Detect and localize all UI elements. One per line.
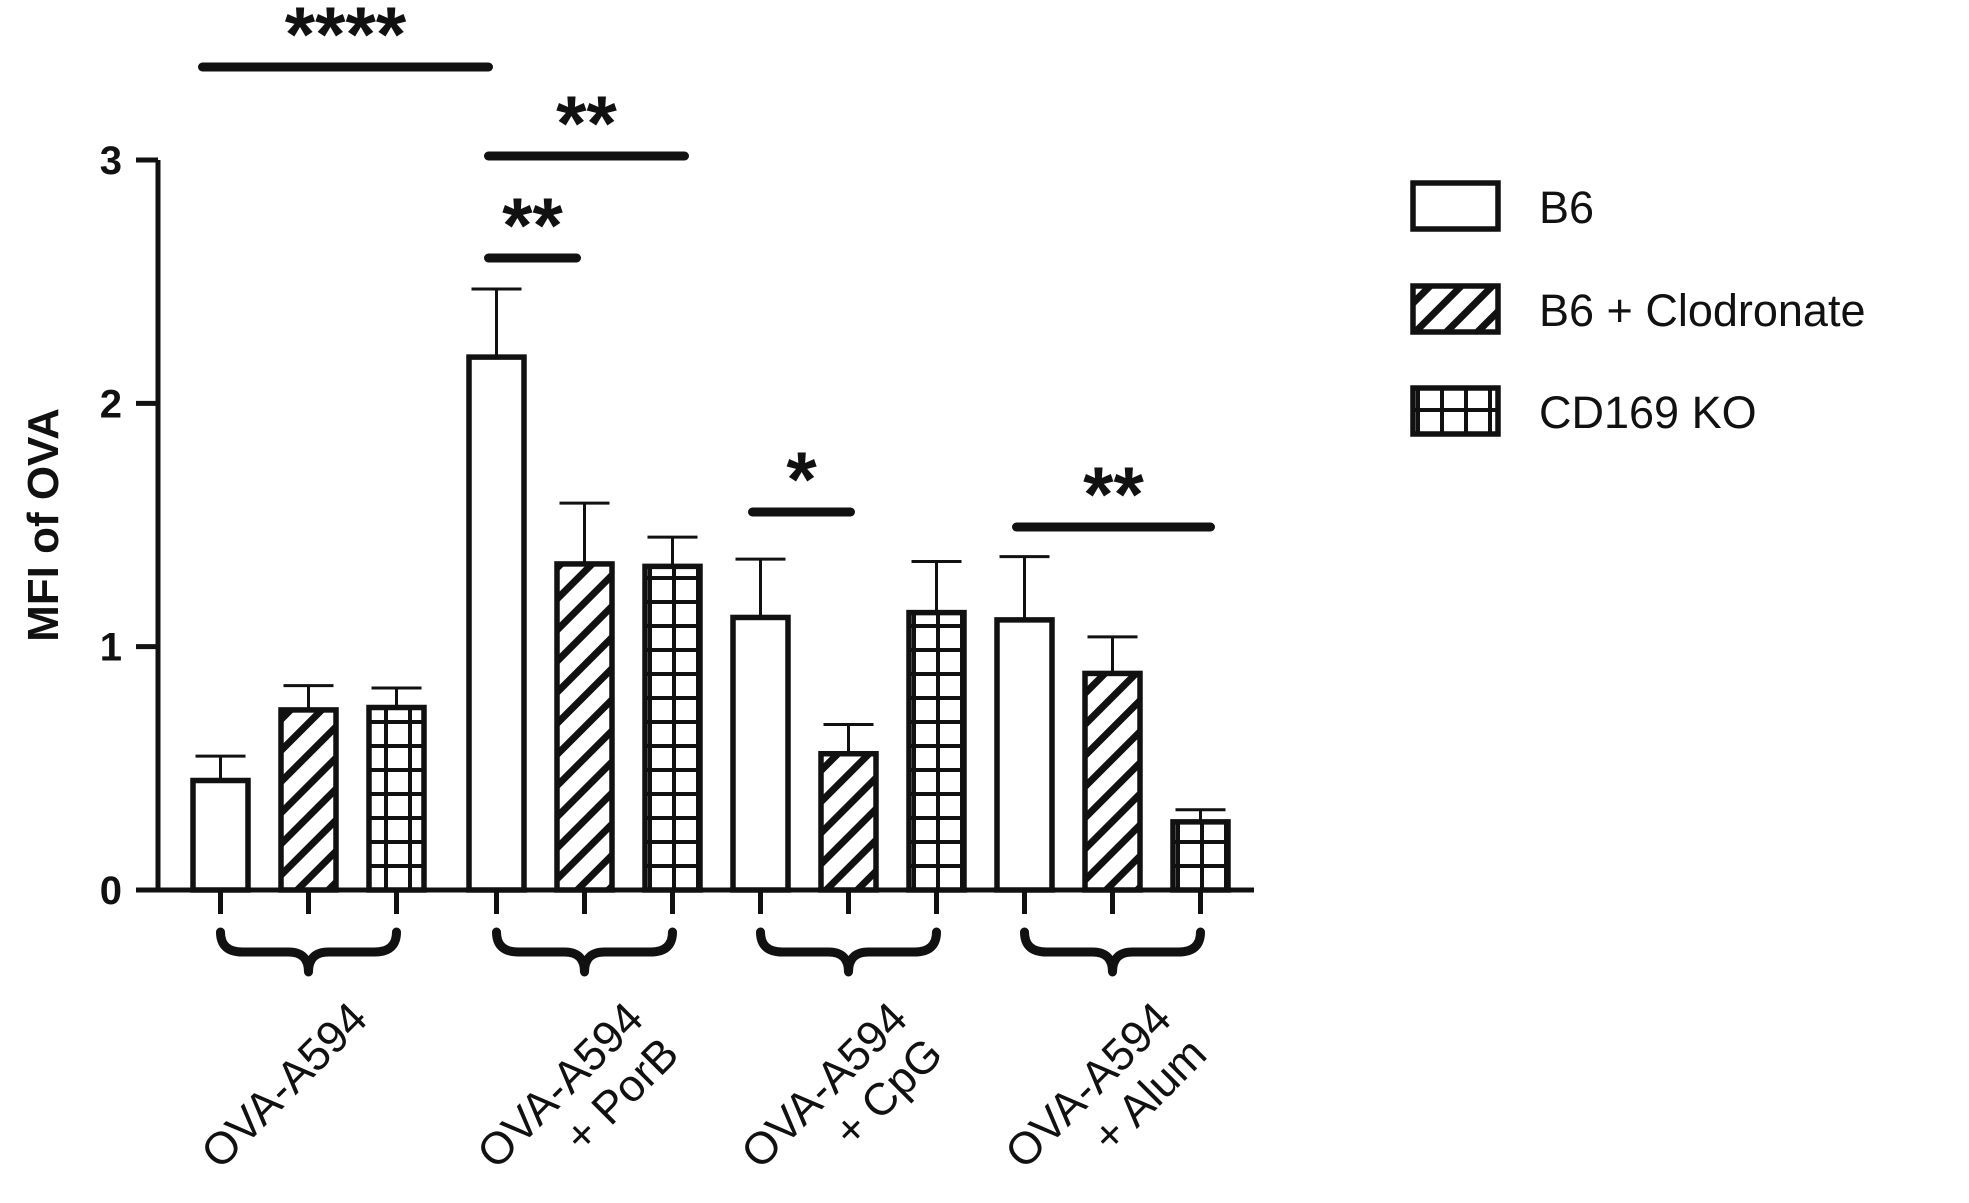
bar-0-0 (190, 777, 251, 893)
x-category-label-3: OVA-A594+ Alum (995, 992, 1216, 1198)
bar-1-0 (278, 707, 339, 893)
x-category-label-0: OVA-A594 (191, 992, 377, 1178)
y-axis-label: MFI of OVA (19, 408, 68, 642)
bar-0-1 (466, 354, 527, 893)
significance-annotations: ********* ** (198, 0, 1215, 538)
y-tick-label-3: 3 (100, 139, 122, 183)
y-axis-ticks: 0 1 2 3 (100, 139, 158, 913)
legend-swatch-1 (1410, 283, 1501, 335)
bar-1-2 (818, 750, 879, 893)
bar-0-3 (994, 617, 1055, 893)
y-tick-label-0: 0 (100, 869, 122, 913)
x-axis-categories: OVA-A594 OVA-A594+ PorB OVA-A594+ CpG OVA-A… (191, 927, 1216, 1198)
legend: B6 B6 + Clodronate CD169 KO (1410, 180, 1865, 438)
legend-label-1: B6 + Clodronate (1539, 285, 1865, 336)
significance-stars-4: ** (1083, 450, 1144, 538)
axes (155, 160, 1254, 914)
legend-label-0: B6 (1539, 182, 1594, 233)
bar-2-0 (366, 704, 427, 893)
bar-0-2 (730, 614, 791, 893)
x-category-label-1: OVA-A594+ PorB (467, 992, 688, 1198)
x-category-line-0-0: OVA-A594 (191, 992, 377, 1178)
significance-stars-1: ** (556, 79, 617, 167)
category-brace-1 (492, 927, 677, 977)
significance-stars-0: **** (285, 0, 407, 78)
bar-2-2 (906, 609, 967, 893)
significance-stars-2: ** (502, 181, 563, 269)
legend-swatch-0 (1410, 180, 1501, 232)
y-tick-label-1: 1 (100, 626, 122, 670)
bar-1-3 (1082, 670, 1143, 893)
bar-2-3 (1170, 819, 1231, 893)
bars (190, 287, 1231, 893)
category-brace-0 (216, 927, 401, 977)
x-category-label-2: OVA-A594+ CpG (731, 992, 952, 1198)
bar-1-1 (554, 561, 615, 893)
significance-stars-3: * (786, 435, 817, 523)
category-brace-2 (756, 927, 941, 977)
y-tick-label-2: 2 (100, 382, 122, 426)
bar-2-1 (642, 563, 703, 893)
legend-swatch-2 (1410, 385, 1501, 437)
legend-label-2: CD169 KO (1539, 387, 1757, 438)
category-brace-3 (1020, 927, 1205, 977)
